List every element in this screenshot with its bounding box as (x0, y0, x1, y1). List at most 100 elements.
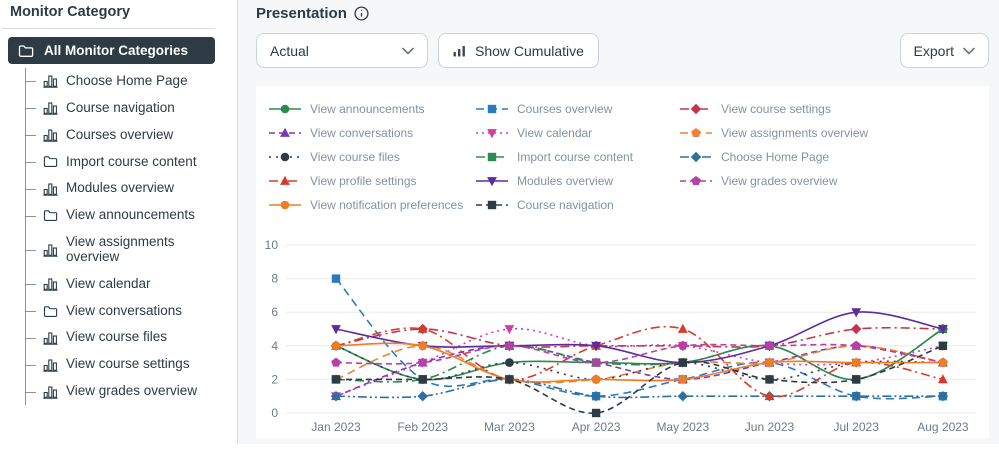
y-axis-tick: 8 (271, 272, 278, 286)
presentation-mode-select[interactable]: Actual (256, 33, 428, 68)
bar-chart-icon (43, 244, 58, 257)
sidebar-item-label: View assignments overview (66, 234, 175, 264)
series-line-view-course-files (335, 345, 943, 381)
series-line-view-announcements (335, 328, 944, 381)
series-line-view-notification-preferences (335, 342, 943, 383)
legend-label: Modules overview (517, 174, 614, 188)
legend-item-view-conversations[interactable]: View conversations (268, 126, 475, 140)
sidebar-item-label: View announcements (66, 207, 195, 223)
y-axis-tick: 4 (271, 339, 278, 353)
bar-chart-icon (43, 332, 58, 345)
sidebar-item-label: Import course content (66, 153, 197, 169)
y-axis-tick: 2 (271, 372, 278, 386)
legend-item-modules-overview[interactable]: Modules overview (475, 174, 679, 188)
legend-item-view-profile-settings[interactable]: View profile settings (268, 174, 475, 188)
bar-chart-icon (43, 75, 58, 89)
line-chart[interactable]: 0 2 4 6 8 10 Jan 2023 Feb 2023 Mar 2023 Apr 2023 M… (262, 238, 989, 449)
y-axis-tick: 6 (271, 305, 278, 319)
legend-marker-square (476, 200, 508, 210)
monitor-category-sidebar: Monitor Category All Monitor Categories … (0, 0, 238, 444)
x-axis-tick: Aug 2023 (917, 420, 969, 434)
bar-chart-icon (43, 129, 58, 142)
sidebar-item-import-course-content[interactable]: Import course content (26, 149, 229, 176)
sidebar-title: Monitor Category (10, 4, 131, 20)
page-title: Presentation (256, 5, 347, 22)
mode-select-value: Actual (270, 42, 309, 59)
info-icon[interactable] (354, 6, 369, 21)
series-line-view-profile-settings (335, 325, 944, 398)
chevron-down-icon (963, 47, 975, 55)
legend-item-view-course-files[interactable]: View course files (268, 150, 475, 164)
sidebar-item-view-assignments-overview[interactable]: View assignments overview (26, 229, 229, 271)
legend-label: View conversations (310, 126, 414, 140)
series-line-modules-overview (335, 311, 944, 364)
export-label: Export (913, 42, 954, 59)
legend-label: View course settings (721, 102, 831, 116)
bar-chart-icon (43, 278, 58, 291)
sidebar-item-view-announcements[interactable]: View announcements (26, 202, 229, 229)
legend-marker-circle (269, 200, 301, 210)
x-axis-tick: May 2023 (656, 420, 709, 434)
chart-legend: View announcements Courses overview View c… (268, 86, 989, 212)
sidebar-item-course-navigation[interactable]: Course navigation (26, 95, 229, 122)
legend-label: Import course content (517, 150, 634, 164)
bar-chart-icon (43, 359, 58, 372)
legend-label: View course files (310, 150, 400, 164)
legend-item-view-announcements[interactable]: View announcements (268, 102, 475, 116)
sidebar-item-courses-overview[interactable]: Courses overview (26, 122, 229, 149)
sidebar-item-label: Course navigation (66, 99, 175, 115)
chart-card: View announcements Courses overview View c… (256, 86, 989, 438)
x-axis-tick: Jul 2023 (834, 420, 880, 434)
sidebar-item-label: View course settings (66, 356, 190, 372)
sidebar-item-label: View grades overview (66, 383, 198, 399)
sidebar-item-choose-home-page[interactable]: Choose Home Page (26, 68, 229, 95)
chart-toolbar: Actual Show Cumulative Export (256, 33, 999, 68)
x-axis-tick: Jan 2023 (311, 420, 361, 434)
series-line-view-calendar (335, 327, 944, 397)
x-axis-tick: Feb 2023 (397, 420, 448, 434)
legend-marker-triangle-up (269, 175, 301, 185)
sidebar-item-label: View course files (66, 329, 168, 345)
legend-item-view-grades-overview[interactable]: View grades overview (679, 174, 989, 188)
folder-icon (43, 156, 58, 168)
x-axis-tick: Mar 2023 (484, 420, 535, 434)
show-cumulative-button[interactable]: Show Cumulative (438, 33, 599, 68)
bar-chart-icon (453, 46, 465, 57)
legend-item-course-navigation[interactable]: Course navigation (475, 198, 679, 212)
legend-marker-triangle-up (269, 127, 301, 137)
export-button[interactable]: Export (899, 33, 989, 68)
chevron-down-icon (402, 47, 414, 55)
legend-item-courses-overview[interactable]: Courses overview (475, 102, 679, 116)
sidebar-item-view-course-settings[interactable]: View course settings (26, 351, 229, 378)
category-tree: Choose Home Page Course navigation Courses… (25, 68, 237, 405)
sidebar-item-view-grades-overview[interactable]: View grades overview (26, 378, 229, 405)
legend-label: Course navigation (517, 198, 614, 212)
bar-chart-icon (43, 183, 58, 196)
series-line-choose-home-page (335, 378, 943, 399)
sidebar-item-view-calendar[interactable]: View calendar (26, 271, 229, 298)
sidebar-item-view-course-files[interactable]: View course files (26, 324, 229, 351)
sidebar-item-all-monitor-categories[interactable]: All Monitor Categories (8, 37, 215, 64)
folder-icon (18, 44, 34, 57)
legend-item-view-assignments-overview[interactable]: View assignments overview (679, 126, 989, 140)
show-cumulative-label: Show Cumulative (475, 42, 584, 59)
legend-item-view-notification-preferences[interactable]: View notification preferences (268, 198, 475, 212)
legend-marker-pentagon (680, 128, 712, 137)
sidebar-divider (2, 28, 215, 29)
sidebar-item-label: Choose Home Page (66, 73, 188, 88)
legend-label: View grades overview (721, 174, 838, 188)
y-axis-tick: 10 (265, 238, 279, 252)
sidebar-item-label: Courses overview (66, 126, 174, 142)
legend-item-view-calendar[interactable]: View calendar (475, 126, 679, 140)
legend-item-import-course-content[interactable]: Import course content (475, 150, 679, 164)
legend-item-view-course-settings[interactable]: View course settings (679, 102, 989, 116)
sidebar-item-modules-overview[interactable]: Modules overview (26, 175, 229, 202)
series-line-view-grades-overview (335, 343, 944, 365)
legend-item-choose-home-page[interactable]: Choose Home Page (679, 150, 989, 164)
sidebar-selected-label: All Monitor Categories (44, 43, 189, 58)
sidebar-item-view-conversations[interactable]: View conversations (26, 298, 229, 325)
legend-label: Courses overview (517, 102, 613, 116)
sidebar-item-label: View conversations (66, 302, 183, 318)
legend-marker-triangle-down (476, 177, 508, 187)
